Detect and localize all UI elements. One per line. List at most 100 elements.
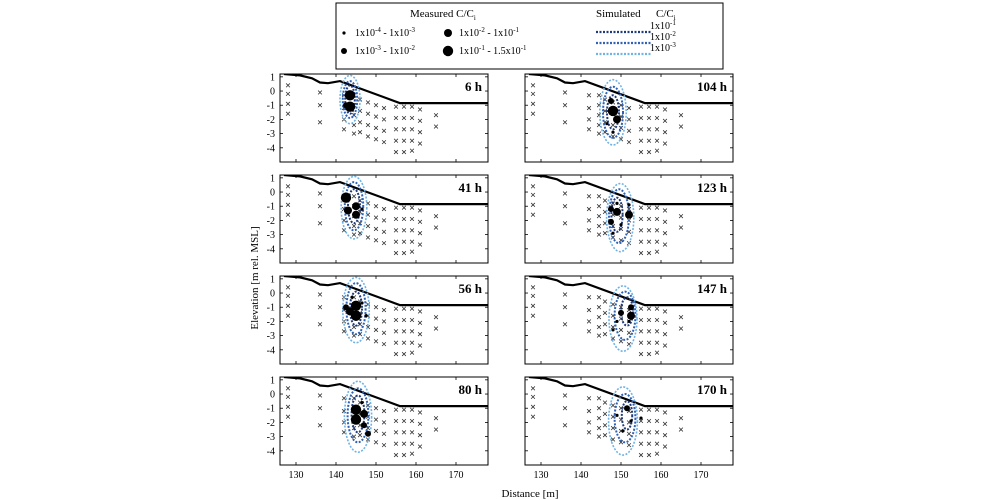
y-tick-label: -2 xyxy=(267,418,275,429)
legend-measured-label-2: 1x10-3 - 1x10-2 xyxy=(355,44,416,57)
sample-point xyxy=(586,105,592,111)
sample-point xyxy=(654,441,660,446)
sample-point xyxy=(626,442,632,448)
sample-point xyxy=(618,327,624,333)
sample-point xyxy=(373,417,379,422)
sample-point xyxy=(409,127,415,132)
sample-point xyxy=(409,441,415,446)
sample-point xyxy=(646,407,652,412)
sample-point xyxy=(401,104,407,109)
sample-point xyxy=(662,107,668,112)
panel-frame-3 xyxy=(279,174,489,264)
sample-point xyxy=(602,310,608,316)
measured-point xyxy=(627,203,631,207)
sample-point xyxy=(365,223,371,229)
y-tick-label: -2 xyxy=(267,115,275,126)
sample-point xyxy=(662,130,668,135)
sample-point xyxy=(409,239,415,244)
sample-point xyxy=(417,208,423,213)
sample-point xyxy=(381,319,387,324)
sample-point xyxy=(562,103,568,108)
sample-point xyxy=(646,115,652,121)
sample-point xyxy=(381,330,387,335)
sample-point xyxy=(654,329,660,334)
sample-point xyxy=(654,216,660,222)
y-tick-label: -2 xyxy=(267,317,275,328)
sample-point xyxy=(530,192,536,198)
measured-point xyxy=(628,304,634,311)
sample-point xyxy=(285,404,291,409)
legend-simulated-label-1: 1x10-1 xyxy=(650,19,676,32)
sample-point xyxy=(562,393,568,398)
sample-point xyxy=(393,407,399,412)
sample-point xyxy=(285,202,291,207)
ground-surface-7 xyxy=(283,377,488,408)
sample-point xyxy=(285,212,291,217)
measured-point xyxy=(618,309,624,316)
sample-point xyxy=(646,452,652,458)
sample-point xyxy=(409,418,415,424)
sample-point xyxy=(285,192,291,198)
sample-point xyxy=(626,117,632,122)
legend-measured-marker-3 xyxy=(444,29,452,37)
sample-point xyxy=(317,406,323,411)
measured-point xyxy=(608,218,614,225)
sample-point xyxy=(654,340,660,345)
measured-point xyxy=(350,414,362,425)
sample-point xyxy=(602,198,608,203)
sample-point xyxy=(285,394,291,400)
measured-point xyxy=(607,105,619,117)
sample-point xyxy=(285,285,291,290)
sample-point xyxy=(417,118,423,124)
sample-point xyxy=(586,329,592,334)
sample-point xyxy=(586,307,592,313)
sample-point xyxy=(433,427,439,432)
simulated-contour-2 xyxy=(613,290,637,341)
sample-point xyxy=(373,215,379,220)
sample-point xyxy=(654,127,660,132)
legend-simulated-label-3: 1x10-3 xyxy=(650,41,676,54)
panel-label-3: 41 h xyxy=(459,180,483,195)
sample-point xyxy=(530,101,536,106)
measured-point xyxy=(627,311,635,320)
sample-point xyxy=(401,407,407,412)
sample-point xyxy=(562,90,568,95)
legend-simulated-var: C/Ci xyxy=(656,8,676,22)
sample-point xyxy=(357,130,363,135)
measured-point xyxy=(365,430,371,437)
sample-point xyxy=(530,404,536,409)
ground-surface-5 xyxy=(283,276,488,307)
sample-point xyxy=(409,205,415,210)
sample-point xyxy=(373,327,379,333)
measured-point xyxy=(360,301,364,305)
sample-point xyxy=(646,340,652,345)
sample-point xyxy=(365,134,371,139)
sample-point xyxy=(401,127,407,132)
sample-point xyxy=(626,105,632,111)
sample-point xyxy=(562,423,568,428)
panel-label-5: 56 h xyxy=(459,281,483,296)
measured-point xyxy=(613,207,621,216)
sample-point xyxy=(654,350,660,355)
sample-point xyxy=(433,326,439,331)
measured-point xyxy=(608,206,614,213)
sample-point xyxy=(401,239,407,244)
measured-point xyxy=(350,404,362,415)
sample-point xyxy=(618,238,624,243)
measured-point xyxy=(361,422,367,429)
sample-point xyxy=(417,242,423,247)
legend-measured-marker-1 xyxy=(342,31,346,35)
measured-point xyxy=(352,202,360,211)
sample-point xyxy=(638,317,644,323)
panel-4: 123 h xyxy=(524,174,734,264)
sample-point xyxy=(381,128,387,133)
sample-point xyxy=(393,104,399,109)
panel-1: 6 h 1 0 -1 -2 -3 -4 xyxy=(267,72,489,163)
measured-point xyxy=(340,192,352,203)
sample-point xyxy=(638,127,644,132)
sample-point xyxy=(678,213,684,219)
sample-point xyxy=(596,333,602,338)
sample-point xyxy=(317,90,323,95)
sample-point xyxy=(662,208,668,213)
y-tick-label: 0 xyxy=(270,390,275,401)
